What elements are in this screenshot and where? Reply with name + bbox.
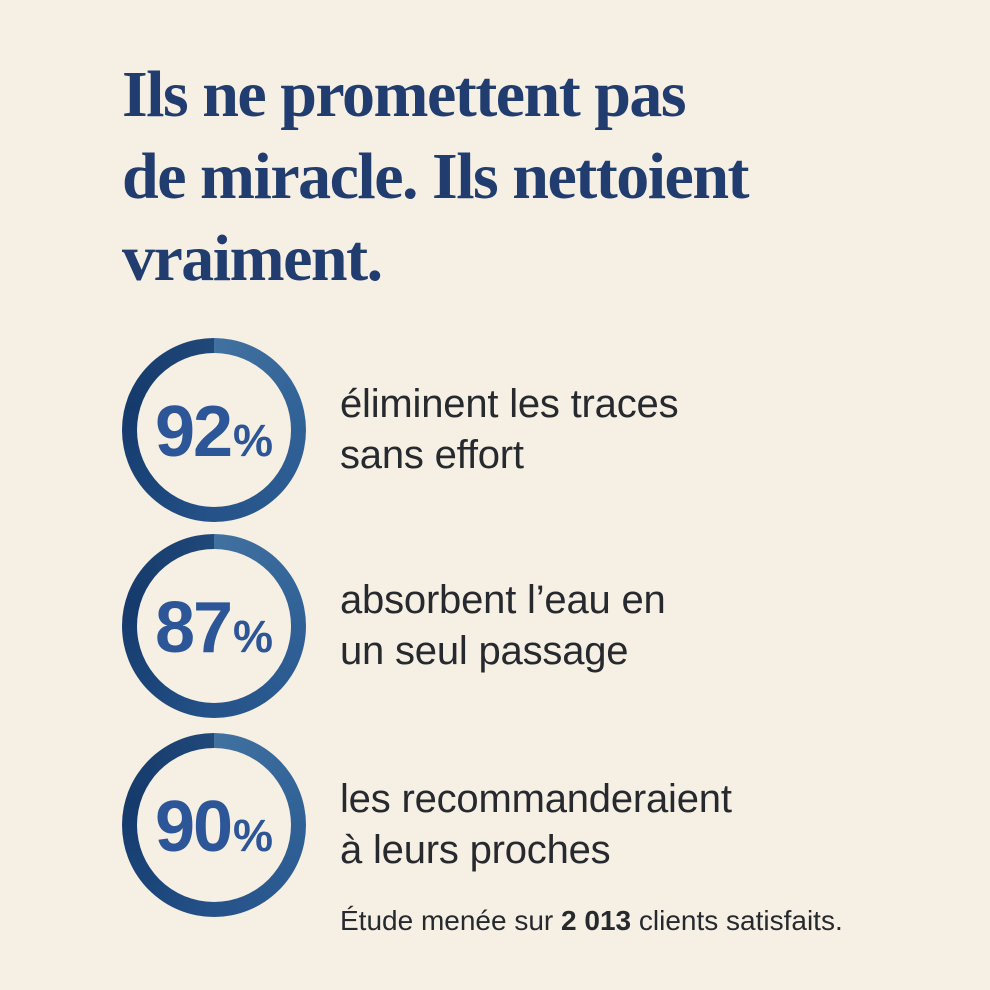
page-title: Ils ne promettent pas de miracle. Ils ne…: [122, 54, 750, 300]
circle-ring-icon: 87%: [122, 534, 306, 718]
stat-percentage-value: 90%: [155, 791, 273, 863]
circle-ring-icon: 90%: [122, 733, 306, 917]
percent-sign: %: [233, 611, 274, 662]
stat-description: les recommanderaient à leurs proches: [340, 733, 732, 917]
stat-percentage: 92%: [137, 353, 291, 507]
percent-sign: %: [233, 810, 274, 861]
stat-row: 87% absorbent l’eau en un seul passage: [122, 534, 950, 718]
stat-row: 90% les recommanderaient à leurs proches: [122, 733, 950, 917]
study-footnote: Étude menée sur 2 013 clients satisfaits…: [340, 903, 843, 939]
stat-percentage-value: 87%: [155, 592, 273, 664]
stat-percentage: 87%: [137, 549, 291, 703]
headline-line: de miracle. Ils nettoient: [122, 140, 750, 213]
stat-description-line: absorbent l’eau en: [340, 578, 666, 622]
stat-description: absorbent l’eau en un seul passage: [340, 534, 666, 718]
stat-description-line: un seul passage: [340, 629, 629, 673]
stat-description-line: les recommanderaient: [340, 777, 732, 821]
footnote-suffix: clients satisfaits.: [631, 905, 843, 936]
stat-description-line: sans effort: [340, 433, 524, 477]
headline-line: Ils ne promettent pas: [122, 58, 687, 131]
stat-row: 92% éliminent les traces sans effort: [122, 338, 950, 522]
footnote-prefix: Étude menée sur: [340, 905, 562, 936]
stat-description: éliminent les traces sans effort: [340, 338, 679, 522]
stat-description-line: éliminent les traces: [340, 382, 679, 426]
stat-percentage-value: 92%: [155, 396, 273, 468]
stat-number: 92: [154, 392, 233, 472]
stat-percentage: 90%: [137, 748, 291, 902]
stat-description-line: à leurs proches: [340, 828, 611, 872]
percent-sign: %: [233, 415, 274, 466]
headline-line: vraiment.: [122, 222, 383, 295]
stat-number: 87: [154, 588, 233, 668]
stat-number: 90: [154, 787, 233, 867]
footnote-count: 2 013: [561, 905, 632, 936]
circle-ring-icon: 92%: [122, 338, 306, 522]
